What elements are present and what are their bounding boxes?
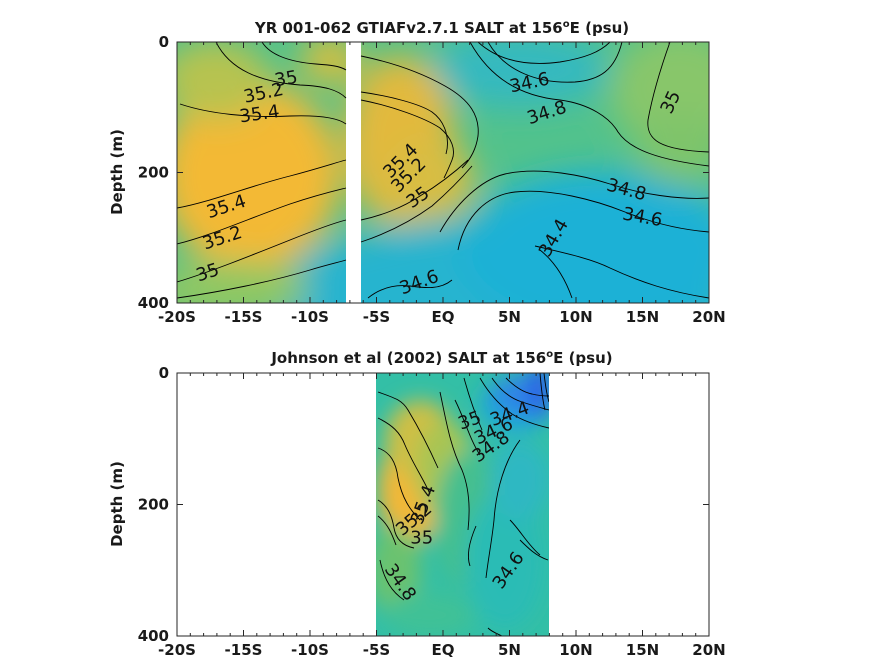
panel-obs: Johnson et al (2002) SALT at 156oE (psu): [108, 349, 726, 659]
x-tick-label: -20S: [158, 308, 196, 326]
contour-line: [177, 219, 347, 283]
contour-line: [360, 91, 448, 155]
panel-model: YR 001-062 GTIAFv2.7.1 SALT at 156oE (ps…: [108, 19, 726, 326]
contour-line: [377, 515, 397, 546]
y-tick-label: 400: [138, 294, 169, 312]
contour-line: [360, 165, 473, 243]
panel-obs-ylabel: Depth (m): [108, 461, 126, 547]
contour-line: [469, 42, 709, 167]
contour-line: [377, 447, 421, 521]
contour-line: [463, 377, 483, 431]
contour-line: [179, 103, 347, 125]
y-tick-label: 200: [138, 496, 169, 514]
contour-line: [454, 399, 481, 456]
x-tick-label: -20S: [158, 641, 196, 659]
contour-line: [487, 42, 623, 83]
contour-line: [261, 42, 347, 71]
contour-line: [505, 377, 549, 397]
contour-line: [539, 373, 546, 411]
x-tick-label: 15N: [626, 641, 659, 659]
contour-line: [543, 373, 549, 403]
x-tick-label: -15S: [225, 641, 263, 659]
panel-obs-title: Johnson et al (2002) SALT at 156oE (psu): [270, 349, 612, 367]
contour-line: [519, 539, 549, 561]
x-tick-label: 10N: [559, 641, 592, 659]
contour-line: [360, 99, 454, 179]
x-tick-label: -10S: [291, 308, 329, 326]
contour-line: [439, 391, 470, 531]
contour-line: [439, 170, 709, 233]
x-tick-label: 10N: [559, 308, 592, 326]
x-tick-label: -5S: [363, 308, 390, 326]
contour-line: [377, 391, 439, 469]
y-tick-label: 0: [159, 364, 169, 382]
panel-obs-ticks: -20S -15S -10S -5S EQ 5N 10N 15N 20N 0 200 400: [138, 364, 726, 659]
contour-line: [177, 159, 347, 209]
x-tick-label: EQ: [432, 308, 455, 326]
x-tick-label: 20N: [692, 641, 725, 659]
contour-line: [467, 525, 477, 567]
panel-model-ticks: -20S -15S -10S -5S EQ 5N 10N 15N 20N 0 200 400: [138, 33, 726, 326]
contour-line: [177, 259, 347, 299]
x-tick-label: -10S: [291, 641, 329, 659]
contour-line: [367, 279, 453, 299]
x-tick-label: -15S: [225, 308, 263, 326]
contour-line: [360, 159, 469, 221]
contour-line: [377, 417, 431, 495]
contour-line: [647, 42, 709, 153]
x-tick-label: 5N: [498, 641, 521, 659]
contour-line: [509, 519, 541, 556]
contour-line: [534, 245, 709, 299]
panel-model-contours: [177, 42, 709, 299]
contour-line: [177, 187, 347, 245]
contour-line: [457, 190, 709, 251]
panel-model-ylabel: Depth (m): [108, 129, 126, 215]
contour-line: [377, 499, 415, 549]
y-tick-label: 200: [138, 164, 169, 182]
x-tick-label: 15N: [626, 308, 659, 326]
y-tick-label: 0: [159, 33, 169, 51]
contour-line: [379, 559, 405, 601]
contour-line: [487, 627, 503, 636]
panel-model-title: YR 001-062 GTIAFv2.7.1 SALT at 156oE (ps…: [254, 19, 629, 37]
x-tick-label: EQ: [432, 641, 455, 659]
y-tick-label: 400: [138, 627, 169, 645]
panel-model-salinity-field: [177, 42, 709, 303]
x-tick-label: 20N: [692, 308, 725, 326]
x-tick-label: -5S: [363, 641, 390, 659]
contour-line: [360, 55, 479, 169]
contour-line: [479, 377, 549, 429]
panel-obs-contours: [377, 373, 549, 636]
panel-obs-salinity-field: [376, 373, 549, 636]
contour-line: [539, 249, 573, 299]
contour-label: 35: [273, 67, 299, 92]
contour-label: 35: [410, 527, 433, 548]
contour-line: [491, 377, 549, 411]
contour-line: [215, 42, 347, 99]
contour-line: [485, 439, 521, 579]
x-tick-label: 5N: [498, 308, 521, 326]
